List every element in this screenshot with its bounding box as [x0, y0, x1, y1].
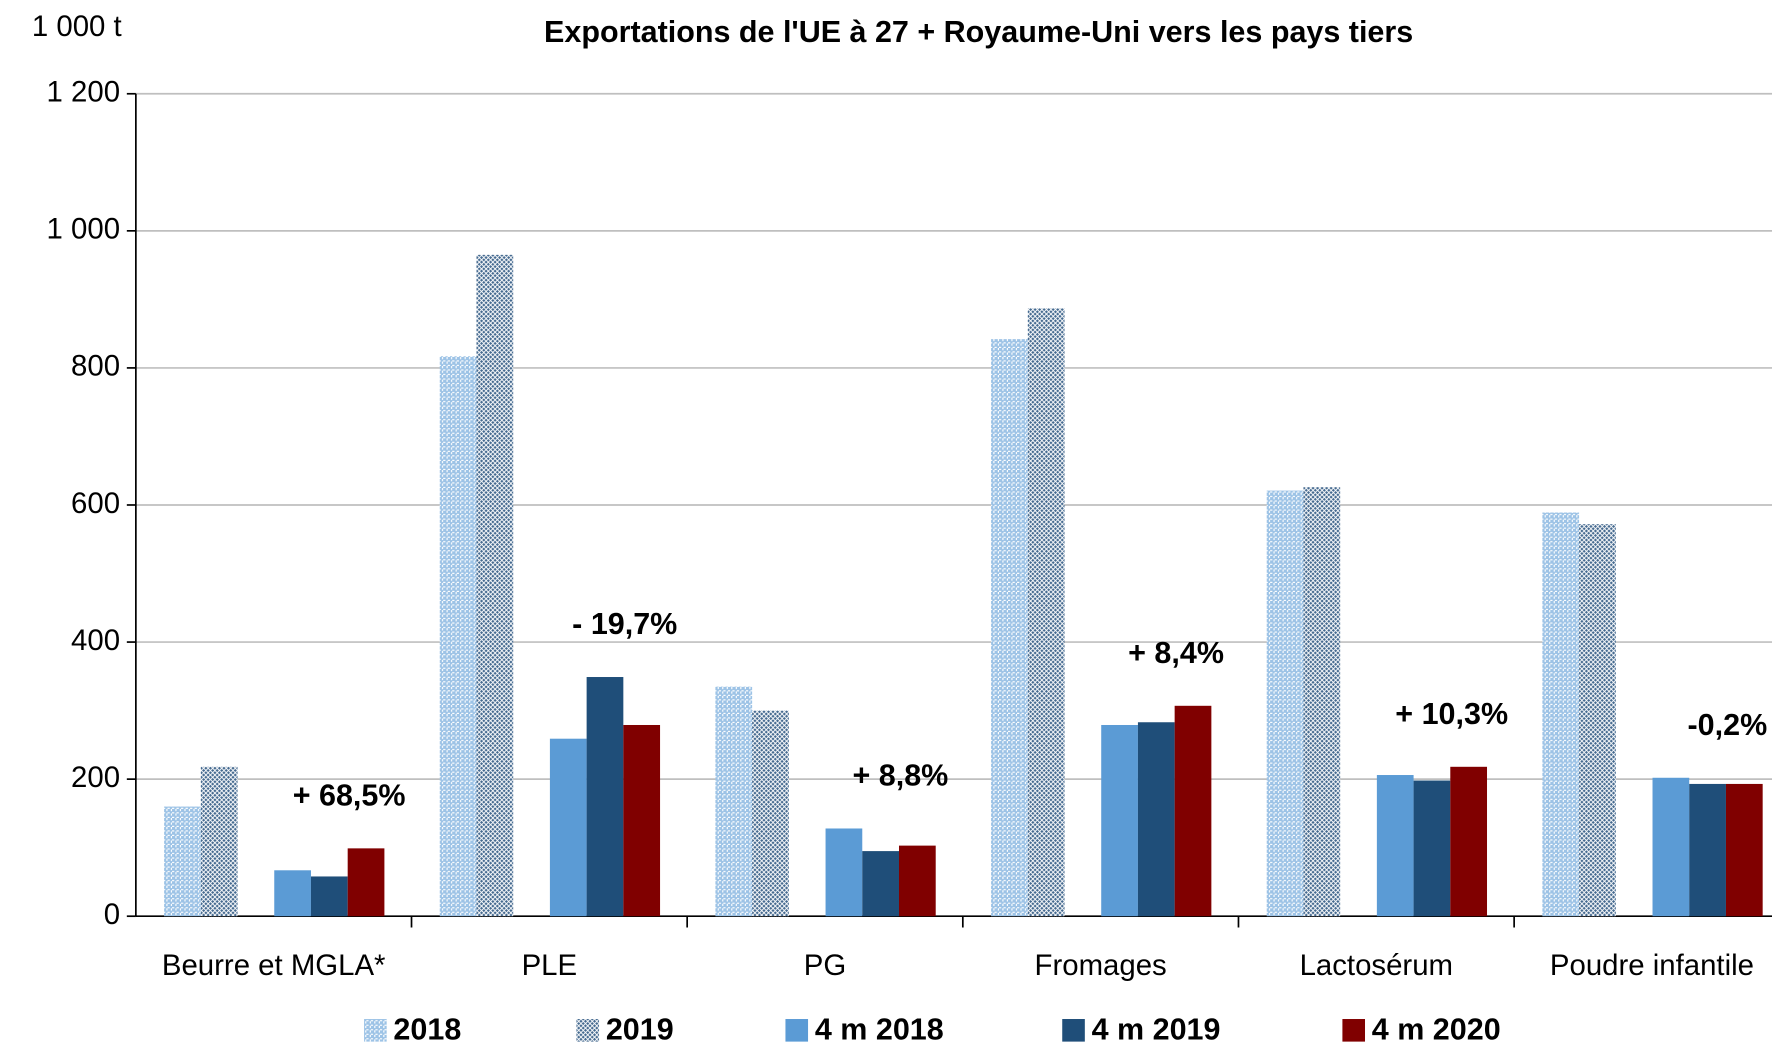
- bar: [476, 254, 514, 917]
- bar: [752, 710, 789, 917]
- y-tick-label: 400: [71, 624, 120, 657]
- bar: [1689, 783, 1726, 917]
- bar: [310, 876, 348, 917]
- bar: [347, 848, 385, 917]
- x-tick-label: Fromages: [1035, 949, 1167, 982]
- bar: [1652, 777, 1690, 917]
- x-tick-label: Poudre infantile: [1550, 949, 1754, 982]
- chart-title: Exportations de l'UE à 27 + Royaume-Uni …: [544, 15, 1413, 49]
- bar: [1266, 490, 1304, 917]
- legend-swatch: [1062, 1019, 1085, 1042]
- y-tick-label: 0: [104, 898, 120, 931]
- x-tick-label: PG: [804, 949, 846, 982]
- legend-swatch: [1342, 1019, 1366, 1042]
- bar: [164, 806, 201, 917]
- bar: [1579, 524, 1616, 917]
- annotation: + 8,4%: [1128, 636, 1224, 670]
- bar: [1450, 766, 1488, 917]
- bar: [623, 724, 661, 917]
- bar: [1725, 783, 1763, 917]
- legend-label: 2018: [393, 1013, 461, 1045]
- y-tick-label: 200: [71, 761, 120, 794]
- y-tick-label: 1 200: [47, 76, 120, 109]
- bar: [200, 766, 238, 917]
- legend-swatch: [785, 1019, 809, 1042]
- legend-label: 2019: [606, 1013, 674, 1045]
- legend-label: 4 m 2018: [815, 1013, 944, 1045]
- bar: [1174, 705, 1212, 917]
- x-tick-label: PLE: [522, 949, 578, 982]
- y-axis-label: 1 000 t: [32, 10, 122, 43]
- x-tick-label: Lactosérum: [1300, 949, 1453, 982]
- bar: [1101, 724, 1138, 917]
- legend-label: 4 m 2020: [1372, 1013, 1501, 1045]
- bar: [1303, 487, 1341, 917]
- bar: [991, 339, 1028, 917]
- bar: [1376, 775, 1414, 917]
- annotation: + 10,3%: [1395, 697, 1508, 731]
- bar: [715, 686, 753, 917]
- bar: [898, 845, 936, 917]
- y-tick-label: 600: [71, 487, 120, 520]
- y-tick-label: 800: [71, 350, 120, 383]
- bar: [439, 356, 477, 917]
- x-tick-label: Beurre et MGLA*: [162, 949, 386, 982]
- bar: [1542, 512, 1580, 917]
- annotation: + 68,5%: [293, 779, 406, 813]
- bar: [1027, 308, 1065, 917]
- annotation: - 19,7%: [572, 607, 677, 641]
- legend-swatch: [364, 1019, 387, 1042]
- legend-label: 4 m 2019: [1092, 1013, 1221, 1045]
- bar: [1137, 722, 1175, 917]
- y-tick-label: 1 000: [47, 213, 120, 246]
- bar: [549, 738, 587, 917]
- bar: [586, 677, 624, 917]
- annotation: + 8,8%: [852, 759, 948, 793]
- bar: [274, 870, 311, 917]
- annotation: -0,2%: [1688, 708, 1768, 742]
- bar: [1413, 780, 1451, 917]
- legend-swatch: [576, 1019, 600, 1042]
- bar: [825, 828, 863, 917]
- bar: [862, 851, 899, 917]
